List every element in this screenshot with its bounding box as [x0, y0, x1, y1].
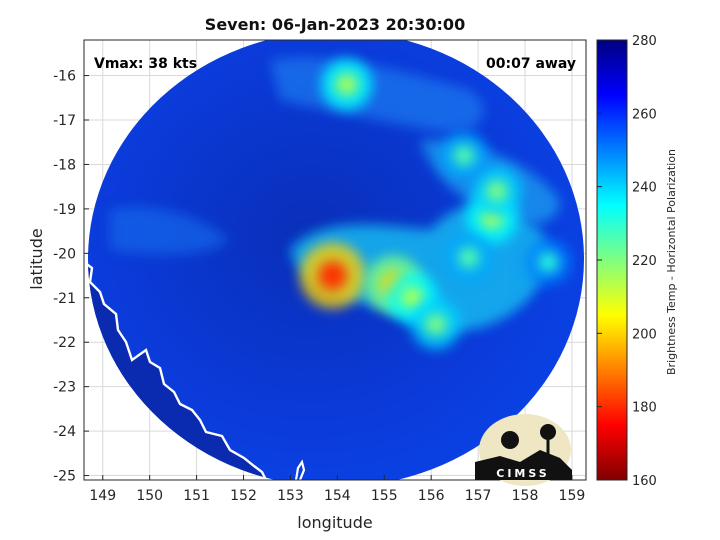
hot-spot [538, 252, 559, 273]
y-tick-label: -17 [53, 113, 76, 129]
colorbar-ticks: 280 260 240 220 200 180 160 [597, 34, 657, 489]
x-tick-label: 152 [230, 488, 257, 504]
cloud-band-west [110, 206, 230, 255]
colorbar: 280 260 240 220 200 180 160 Brightness Temp - … [596, 34, 678, 489]
hot-spot [318, 261, 348, 290]
colorbar-tick-label: 160 [632, 474, 657, 489]
y-tick-label: -23 [53, 380, 76, 396]
y-tick-label: -21 [53, 291, 76, 307]
y-tick-label: -20 [53, 246, 76, 262]
y-tick-label: -19 [53, 202, 76, 218]
coastline-island [294, 459, 306, 480]
logo-text: CIMSS [496, 467, 549, 480]
coastline [84, 261, 268, 480]
time-away-label: 00:07 away [486, 56, 576, 72]
hot-spot [458, 247, 480, 269]
colorbar-tick-label: 280 [632, 34, 657, 49]
x-tick-label: 158 [512, 488, 539, 504]
convection-field [110, 57, 572, 350]
y-tick-label: -16 [53, 69, 76, 85]
axes-box [83, 39, 587, 481]
colorbar-tick-label: 180 [632, 401, 657, 416]
x-tick-label: 155 [371, 488, 398, 504]
logo-water-tower [540, 424, 556, 440]
x-tick-label: 157 [465, 488, 492, 504]
colorbar-tick-label: 220 [632, 254, 657, 269]
hot-spot [425, 313, 447, 336]
hot-spots [299, 58, 572, 350]
y-axis-label: latitude [27, 228, 46, 289]
y-axis-ticks: -16 -17 -18 -19 -20 -21 -22 -23 -24 -25 [53, 69, 89, 485]
y-tick-label: -25 [53, 469, 76, 485]
logo-dish [501, 431, 519, 449]
x-tick-label: 159 [559, 488, 586, 504]
y-tick-label: -24 [53, 424, 76, 440]
x-tick-label: 153 [277, 488, 304, 504]
colorbar-tick-label: 200 [632, 327, 657, 342]
hot-spot [486, 180, 508, 202]
x-tick-label: 149 [89, 488, 116, 504]
hot-spot [335, 73, 359, 96]
colorbar-tick-label: 240 [632, 181, 657, 196]
colorbar-label: Brightness Temp - Horizontal Polarizatio… [665, 149, 678, 375]
colorbar-tick-label: 260 [632, 107, 657, 122]
vmax-label: Vmax: 38 kts [94, 56, 197, 72]
cimss-logo: CIMSS [475, 414, 572, 486]
hot-spot [401, 286, 424, 310]
plot-title: Seven: 06-Jan-2023 20:30:00 [205, 15, 465, 34]
x-axis-ticks: 149 150 151 152 153 154 155 156 157 158 159 [89, 475, 585, 504]
plot-area: 149 150 151 152 153 154 155 156 157 158 159 -16 -17… [53, 39, 587, 504]
y-tick-label: -18 [53, 157, 76, 173]
y-tick-label: -22 [53, 335, 76, 351]
x-axis-label: longitude [297, 513, 372, 532]
hot-spot [453, 145, 475, 166]
x-tick-label: 156 [418, 488, 445, 504]
x-tick-label: 151 [183, 488, 210, 504]
x-tick-label: 154 [324, 488, 351, 504]
x-tick-label: 150 [136, 488, 163, 504]
